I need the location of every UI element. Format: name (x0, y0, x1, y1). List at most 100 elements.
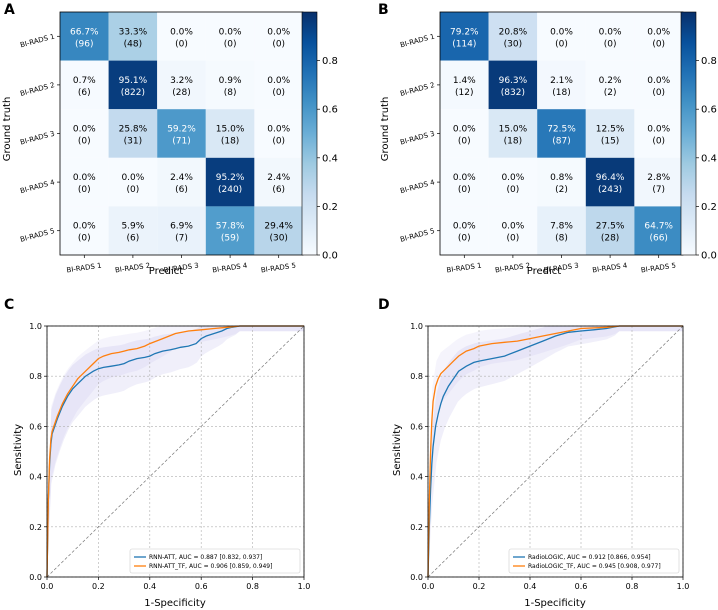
y-tick-label: 0.0 (29, 573, 42, 582)
y-tick-label: BI-RADS 4 (19, 178, 56, 195)
plot-frame (46, 325, 305, 578)
heatmap-cell (634, 109, 683, 158)
cell-count-label: (30) (504, 39, 522, 49)
cell-count-label: (0) (652, 88, 665, 98)
heatmap-a: 66.7% (96) 33.3% (48) 0.0% (0) 0.0% (0) 0.0% (0) 0… (19, 11, 304, 275)
legend-label: RadioLOGIC_TF, AUC = 0.945 [0.908, 0.977… (528, 563, 661, 570)
y-tick-label: BI-RADS 3 (19, 130, 55, 147)
heatmap-cell (537, 12, 586, 61)
cell-percent-label: 29.4% (264, 222, 293, 232)
cell-count-label: (18) (552, 88, 570, 98)
cell-count-label: (6) (78, 88, 91, 98)
roc-curve (427, 325, 683, 578)
colorbar-tick-label: 0.8 (322, 56, 338, 67)
x-tick-label: BI-RADS 1 (446, 262, 482, 275)
heatmap-cell (60, 60, 109, 110)
x-tick-label: 0.6 (195, 582, 208, 591)
cell-count-label: (0) (78, 137, 91, 147)
cell-count-label: (2) (604, 88, 617, 98)
cell-count-label: (6) (272, 185, 285, 195)
cell-count-label: (15) (601, 137, 619, 147)
cell-percent-label: 6.9% (170, 222, 193, 232)
heatmap-cell (254, 12, 303, 61)
x-axis-title-c: 1-Specificity (144, 598, 206, 609)
cell-count-label: (59) (221, 234, 239, 244)
cell-percent-label: 7.8% (550, 222, 573, 232)
cell-count-label: (7) (652, 185, 665, 195)
x-tick-label: BI-RADS 1 (66, 262, 102, 275)
cell-count-label: (0) (507, 185, 520, 195)
cell-percent-label: 33.3% (119, 27, 148, 37)
heatmap-cell (254, 60, 303, 110)
heatmap-cell (585, 12, 635, 61)
cell-count-label: (0) (458, 185, 471, 195)
heatmap-cell (585, 60, 635, 110)
legend-box (508, 548, 680, 574)
y-tick-label: 1.0 (410, 322, 423, 331)
panel-c: C 0.0 0.2 0.4 0.6 0.8 1.0 0.0 0.2 0.4 0.6 0.8 1.0 RN… (4, 297, 310, 609)
cell-count-label: (12) (455, 88, 473, 98)
y-tick-label: 0.6 (410, 422, 423, 431)
cell-count-label: (0) (224, 39, 237, 49)
y-tick-label: BI-RADS 5 (19, 227, 55, 244)
y-tick-label: BI-RADS 5 (399, 227, 435, 244)
cell-percent-label: 0.9% (219, 76, 242, 86)
cell-count-label: (66) (649, 234, 667, 244)
heatmap-cell (488, 206, 538, 255)
cell-count-label: (0) (507, 234, 520, 244)
cell-percent-label: 5.9% (121, 222, 144, 232)
y-tick-label: 1.0 (29, 322, 42, 331)
heatmap-cell (60, 109, 109, 158)
y-axis-title-a: Ground truth (2, 97, 13, 162)
cell-percent-label: 0.8% (550, 173, 573, 183)
heatmap-cell (60, 206, 109, 255)
colorbar-tick-label: 0.2 (322, 202, 338, 213)
heatmap-cell (440, 109, 489, 158)
heatmap-cell (254, 206, 303, 255)
cell-percent-label: 95.2% (216, 173, 245, 183)
panel-label-c: C (4, 297, 14, 313)
heatmap-cell (108, 60, 158, 110)
panel-b: B 79.2% (114) 20.8% (30) 0.0% (0) 0.0% (0) 0.0% (… (378, 2, 717, 277)
colorbar-gradient (301, 11, 318, 256)
heatmap-cell (488, 157, 538, 207)
cell-count-label: (0) (272, 88, 285, 98)
roc-curve (46, 325, 304, 578)
cell-percent-label: 96.3% (499, 76, 528, 86)
cell-count-label: (0) (458, 137, 471, 147)
heatmap-cell (108, 109, 158, 158)
x-tick-label: 0.2 (92, 582, 105, 591)
heatmap-cell (205, 12, 255, 61)
cell-count-label: (822) (121, 88, 145, 98)
cell-percent-label: 95.1% (119, 76, 148, 86)
legend-label: RadioLOGIC, AUC = 0.912 [0.866, 0.954] (528, 554, 651, 561)
cell-count-label: (0) (652, 137, 665, 147)
heatmap-cell (537, 206, 586, 255)
cell-percent-label: 0.0% (219, 27, 242, 37)
roc-plot-c: 0.0 0.2 0.4 0.6 0.8 1.0 0.0 0.2 0.4 0.6 0.8 1.0 RNN-… (29, 322, 310, 591)
y-tick-label: 0.8 (29, 372, 42, 381)
heatmap-cell (205, 157, 255, 207)
heatmap-cell (254, 157, 303, 207)
cell-percent-label: 0.0% (599, 27, 622, 37)
cell-percent-label: 15.0% (499, 125, 528, 135)
y-axis-title-d: Sensitivity (392, 424, 403, 476)
cell-percent-label: 0.0% (647, 76, 670, 86)
cell-count-label: (243) (598, 185, 622, 195)
roc-plot-d: 0.0 0.2 0.4 0.6 0.8 1.0 0.0 0.2 0.4 0.6 0.8 1.0 Radi… (410, 322, 689, 591)
x-tick-label: BI-RADS 4 (592, 262, 629, 275)
x-tick-label: 0.8 (626, 582, 639, 591)
cell-percent-label: 0.0% (550, 27, 573, 37)
cell-count-label: (832) (501, 88, 525, 98)
heatmap-cell (440, 12, 489, 61)
cell-count-label: (7) (175, 234, 188, 244)
heatmap-cell (60, 12, 109, 61)
y-tick-label: BI-RADS 3 (399, 130, 435, 147)
heatmap-cell (634, 60, 683, 110)
x-tick-label: 0.2 (473, 582, 486, 591)
cell-count-label: (2) (555, 185, 568, 195)
y-tick-label: BI-RADS 1 (399, 33, 435, 50)
cell-percent-label: 25.8% (119, 125, 148, 135)
cell-count-label: (18) (504, 137, 522, 147)
plot-frame (427, 325, 684, 578)
